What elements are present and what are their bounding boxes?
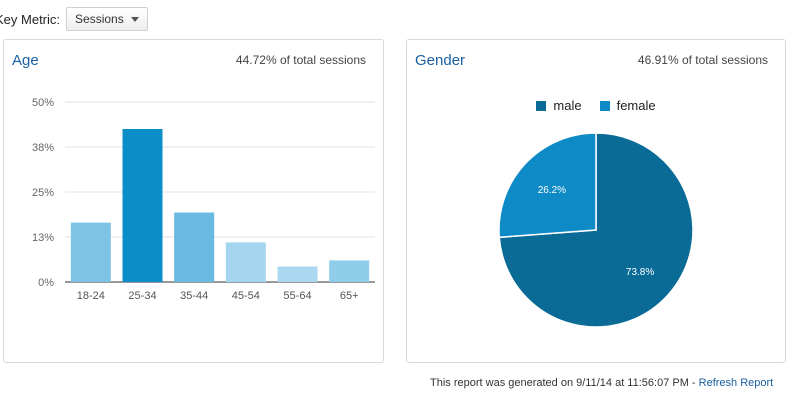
key-metric-selector: Key Metric: Sessions bbox=[0, 6, 149, 32]
x-tick-label: 55-64 bbox=[283, 290, 311, 302]
y-tick-label: 0% bbox=[38, 277, 54, 289]
bar-65+ bbox=[329, 260, 370, 282]
x-tick-label: 35-44 bbox=[180, 290, 208, 302]
x-tick-label: 45-54 bbox=[232, 290, 260, 302]
y-tick-label: 38% bbox=[32, 142, 54, 154]
legend-item-female: female bbox=[599, 98, 656, 113]
bar-25-34 bbox=[122, 129, 163, 282]
age-card-subtitle: 44.72% of total sessions bbox=[235, 53, 366, 67]
pie-slice-female bbox=[498, 132, 597, 239]
y-tick-label: 25% bbox=[32, 187, 54, 199]
bar-55-64 bbox=[277, 266, 318, 282]
bar-18-24 bbox=[70, 222, 111, 282]
age-card: Age 44.72% of total sessions 0% 13% 25% 38%… bbox=[3, 39, 384, 363]
key-metric-label: Key Metric: bbox=[0, 11, 61, 27]
gender-card: Gender 46.91% of total sessions male fem… bbox=[406, 39, 786, 363]
legend-item-male: male bbox=[536, 98, 582, 113]
age-card-title: Age bbox=[12, 52, 39, 69]
gender-card-title: Gender bbox=[415, 52, 466, 69]
legend-swatch-male bbox=[536, 100, 547, 111]
footer-text: This report was generated on 9/11/14 at … bbox=[430, 377, 699, 389]
y-tick-label: 13% bbox=[32, 232, 54, 244]
age-bar-chart: 0% 13% 25% 38% 50% 18-24 25-34 35-44 45-54 55-64 6… bbox=[32, 97, 375, 302]
legend-label-male: male bbox=[553, 98, 582, 113]
x-tick-label: 18-24 bbox=[77, 290, 105, 302]
refresh-report-link[interactable]: Refresh Report bbox=[698, 377, 774, 389]
gender-card-subtitle: 46.91% of total sessions bbox=[637, 53, 768, 67]
bar-35-44 bbox=[174, 212, 215, 282]
report-footer: This report was generated on 9/11/14 at … bbox=[430, 377, 773, 389]
legend-swatch-female bbox=[599, 100, 610, 111]
bar-45-54 bbox=[225, 242, 266, 282]
x-tick-label: 65+ bbox=[340, 290, 359, 302]
gender-legend: male female bbox=[407, 98, 785, 113]
legend-label-female: female bbox=[616, 98, 656, 113]
key-metric-dropdown[interactable]: Sessions bbox=[66, 7, 149, 31]
pie-label-female: 26.2% bbox=[538, 185, 566, 196]
key-metric-value: Sessions bbox=[75, 12, 124, 26]
x-tick-label: 25-34 bbox=[128, 290, 156, 302]
gender-pie-chart: 73.8% 26.2% bbox=[498, 132, 694, 328]
pie-label-male: 73.8% bbox=[626, 267, 654, 278]
caret-down-icon bbox=[131, 16, 140, 22]
y-tick-label: 50% bbox=[32, 97, 54, 109]
